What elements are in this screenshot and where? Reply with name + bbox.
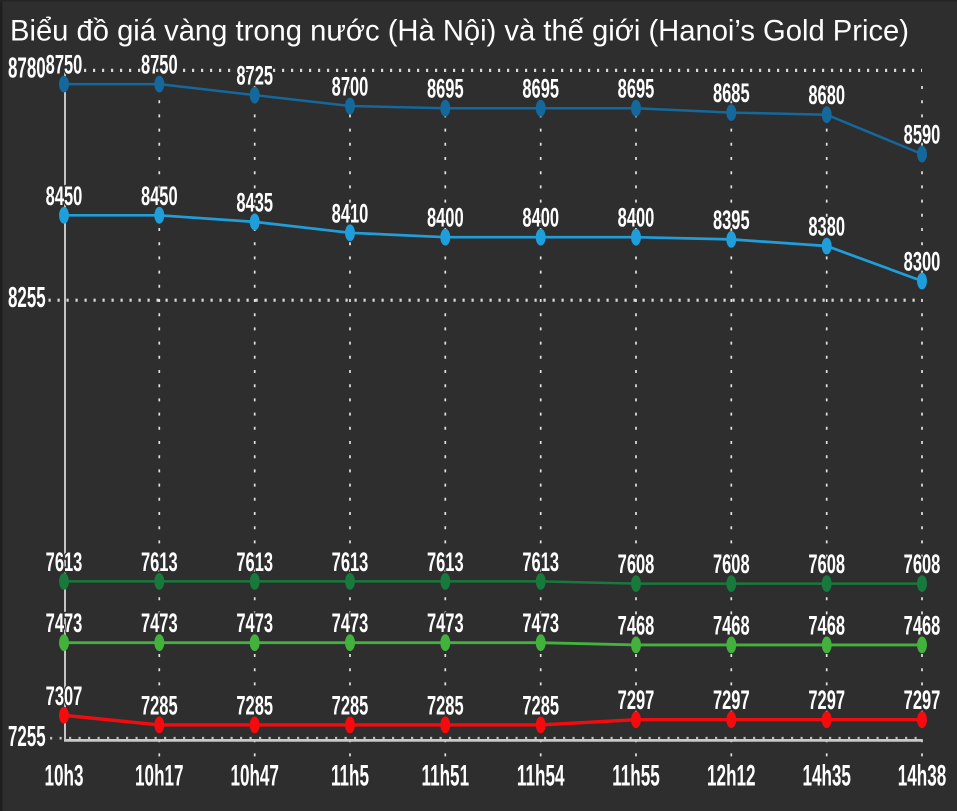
- svg-text:7285: 7285: [427, 690, 464, 720]
- svg-text:11h5: 11h5: [331, 760, 369, 793]
- svg-text:10h47: 10h47: [230, 760, 279, 793]
- svg-text:8300: 8300: [904, 246, 941, 276]
- svg-text:11h54: 11h54: [517, 760, 565, 793]
- svg-text:8695: 8695: [618, 74, 655, 104]
- svg-text:8750: 8750: [46, 49, 83, 79]
- svg-text:7473: 7473: [46, 608, 83, 638]
- svg-text:7297: 7297: [618, 685, 655, 715]
- svg-text:7255: 7255: [8, 720, 46, 753]
- svg-text:7468: 7468: [713, 610, 750, 640]
- svg-text:8695: 8695: [522, 74, 559, 104]
- svg-text:8400: 8400: [522, 203, 559, 233]
- svg-text:8780: 8780: [8, 52, 46, 85]
- svg-text:7473: 7473: [332, 608, 369, 638]
- svg-text:7613: 7613: [332, 547, 369, 577]
- svg-text:8680: 8680: [808, 80, 845, 110]
- svg-text:7468: 7468: [618, 610, 655, 640]
- svg-text:7473: 7473: [522, 608, 559, 638]
- svg-text:7473: 7473: [236, 608, 273, 638]
- svg-text:8700: 8700: [332, 71, 369, 101]
- svg-text:7613: 7613: [141, 547, 178, 577]
- svg-text:14h38: 14h38: [898, 760, 947, 793]
- svg-text:8435: 8435: [236, 187, 273, 217]
- svg-text:7297: 7297: [808, 685, 845, 715]
- svg-text:7285: 7285: [141, 690, 178, 720]
- svg-text:7608: 7608: [808, 549, 845, 579]
- svg-text:7468: 7468: [904, 610, 941, 640]
- svg-text:8395: 8395: [713, 205, 750, 235]
- svg-text:8410: 8410: [332, 198, 369, 228]
- svg-text:7468: 7468: [808, 610, 845, 640]
- svg-text:8750: 8750: [141, 49, 178, 79]
- svg-text:7473: 7473: [427, 608, 464, 638]
- svg-text:7608: 7608: [713, 549, 750, 579]
- svg-text:8380: 8380: [808, 211, 845, 241]
- svg-text:8590: 8590: [904, 119, 941, 149]
- svg-text:12h12: 12h12: [707, 760, 756, 793]
- svg-text:11h55: 11h55: [612, 760, 660, 793]
- svg-text:7608: 7608: [904, 549, 941, 579]
- svg-text:8450: 8450: [141, 181, 178, 211]
- svg-text:8400: 8400: [618, 203, 655, 233]
- svg-text:7285: 7285: [332, 690, 369, 720]
- svg-text:7285: 7285: [522, 690, 559, 720]
- svg-text:7285: 7285: [236, 690, 273, 720]
- svg-text:7613: 7613: [46, 547, 83, 577]
- svg-text:8725: 8725: [236, 60, 273, 90]
- svg-text:10h3: 10h3: [45, 760, 84, 793]
- svg-text:11h51: 11h51: [422, 760, 470, 793]
- svg-text:7297: 7297: [713, 685, 750, 715]
- svg-text:7613: 7613: [522, 547, 559, 577]
- svg-text:14h35: 14h35: [802, 760, 851, 793]
- svg-text:10h17: 10h17: [135, 760, 184, 793]
- svg-text:8400: 8400: [427, 203, 464, 233]
- svg-text:7613: 7613: [427, 547, 464, 577]
- svg-text:7608: 7608: [618, 549, 655, 579]
- svg-text:7613: 7613: [236, 547, 273, 577]
- svg-text:8450: 8450: [46, 181, 83, 211]
- svg-text:8695: 8695: [427, 74, 464, 104]
- svg-text:7473: 7473: [141, 608, 178, 638]
- svg-text:8685: 8685: [713, 78, 750, 108]
- svg-text:Biểu đồ giá vàng trong nước (H: Biểu đồ giá vàng trong nước (Hà Nội) và …: [10, 14, 909, 47]
- svg-text:8255: 8255: [8, 281, 46, 314]
- svg-text:7307: 7307: [46, 681, 83, 711]
- svg-text:7297: 7297: [904, 685, 941, 715]
